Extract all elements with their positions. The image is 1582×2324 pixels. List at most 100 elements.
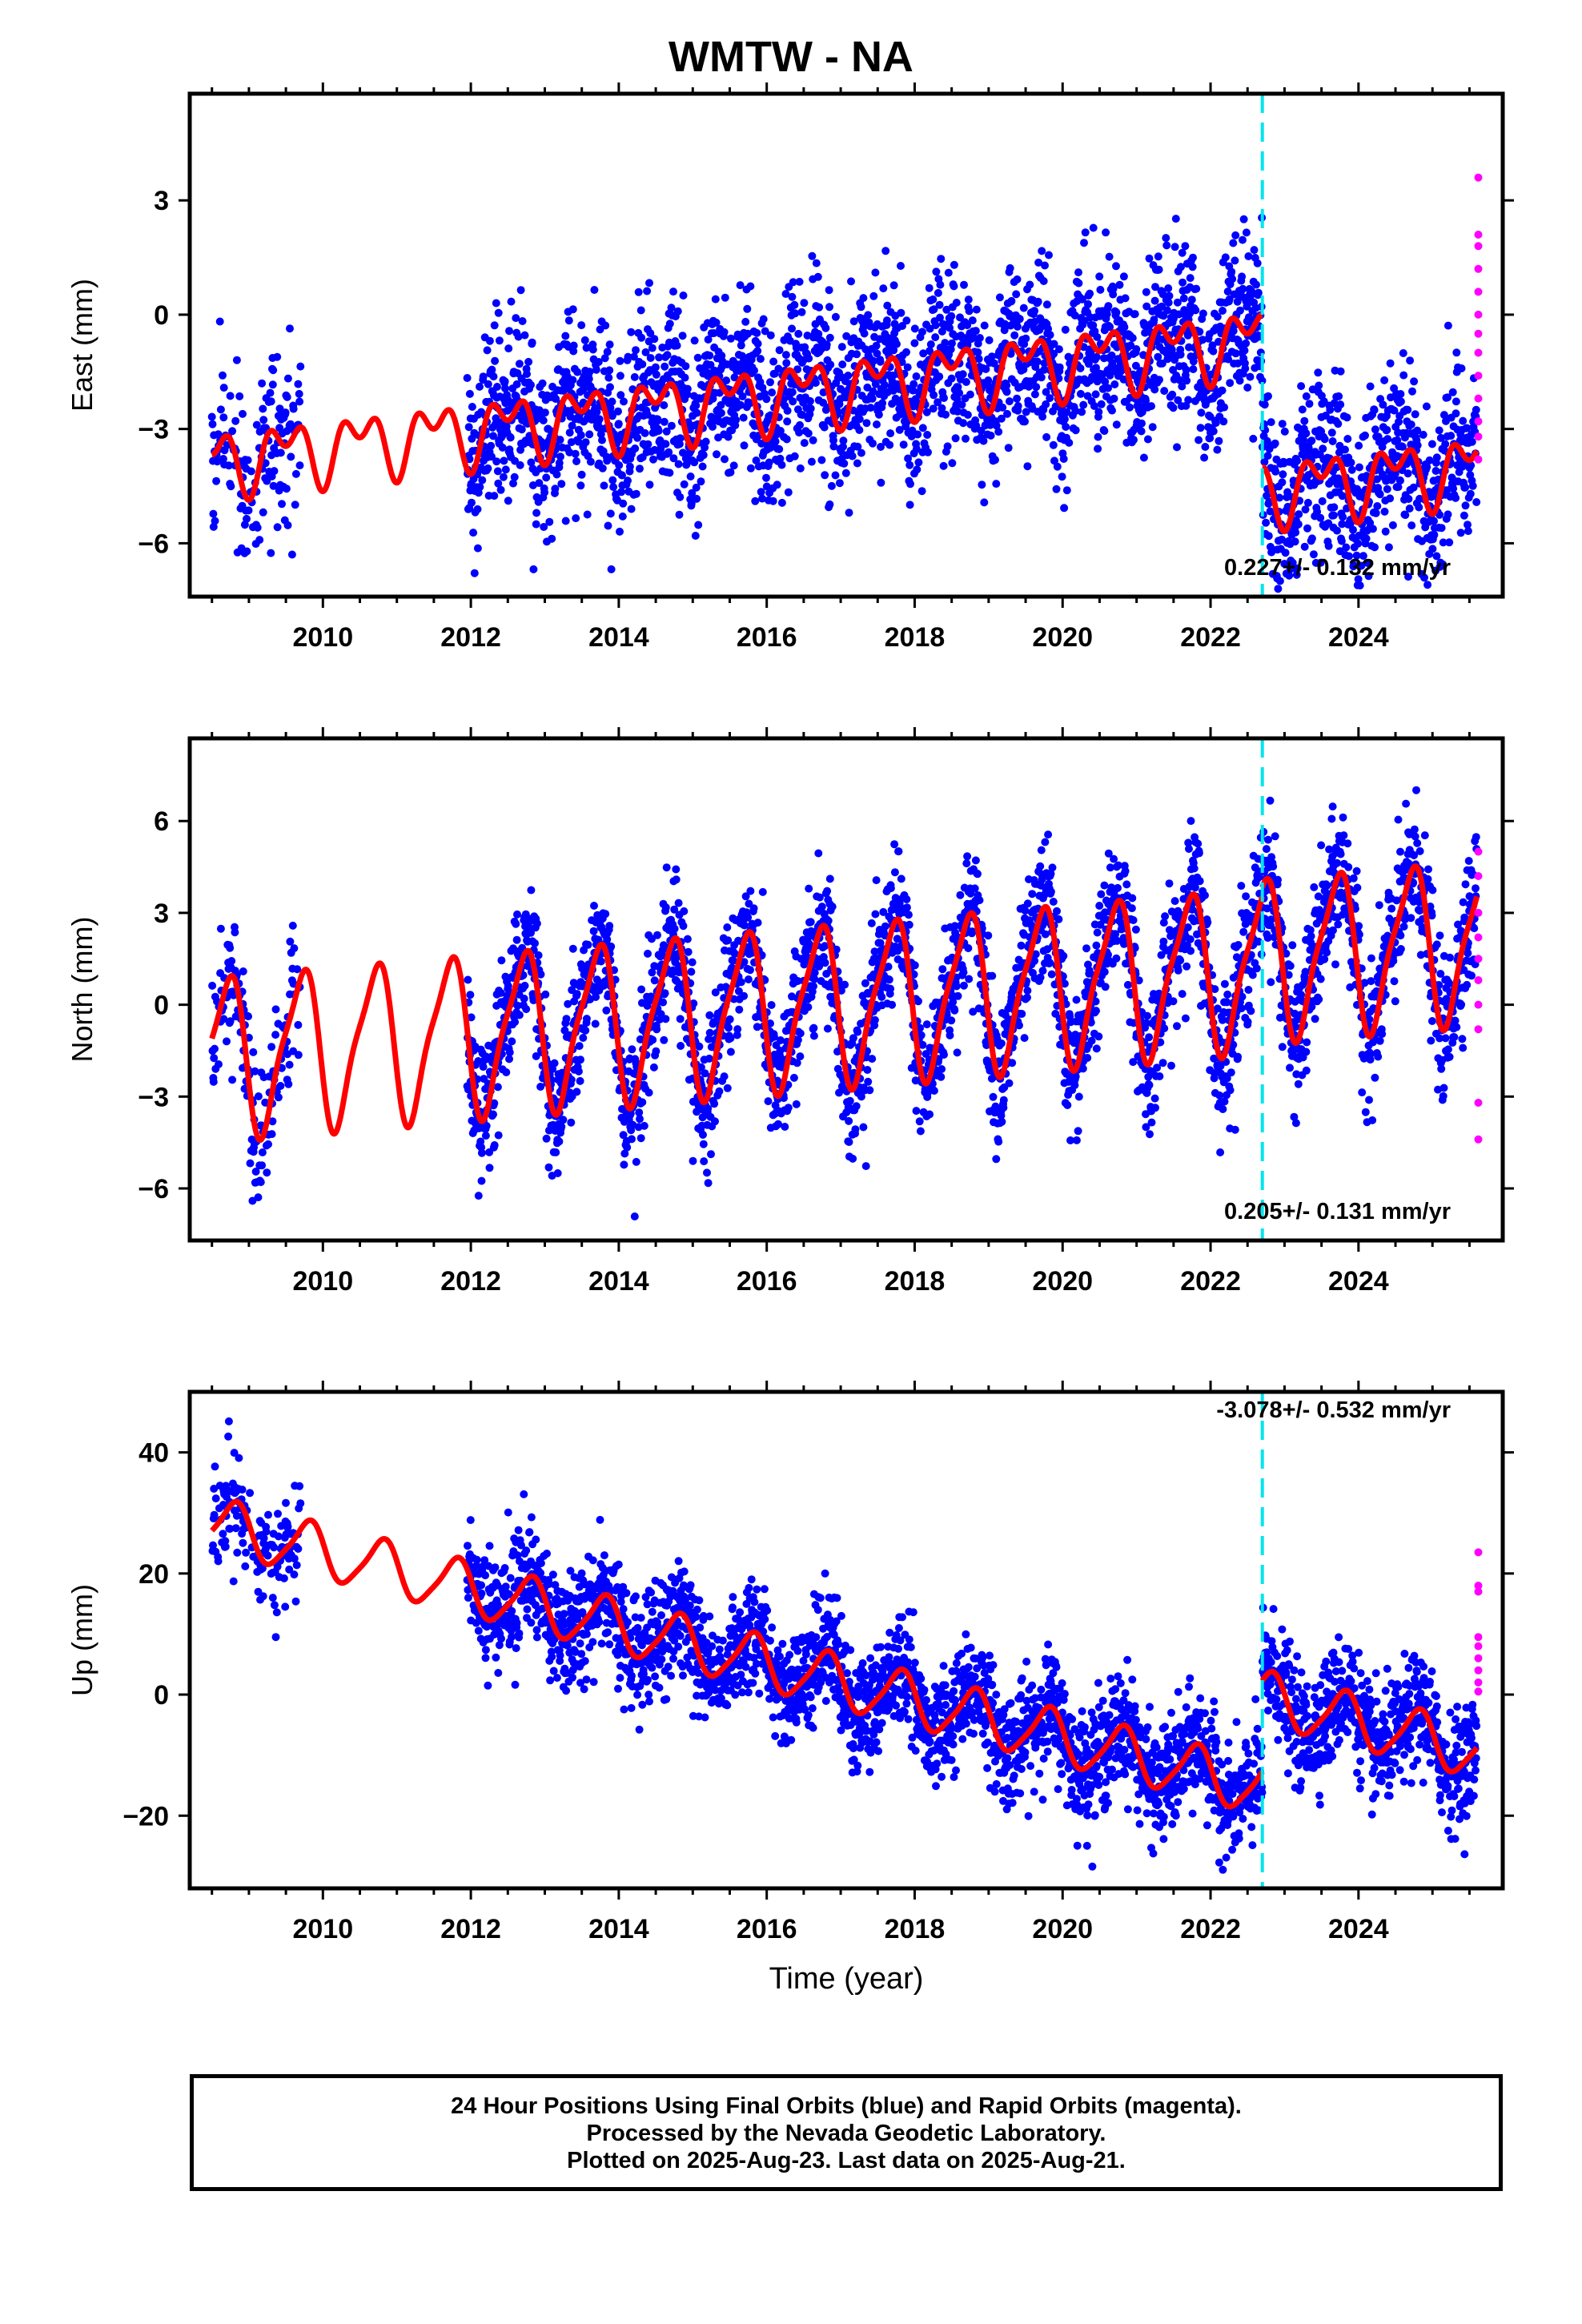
- final-orbit-point: [1366, 519, 1375, 527]
- final-orbit-point: [890, 868, 899, 877]
- final-orbit-point: [1279, 470, 1287, 479]
- final-orbit-point: [1163, 306, 1171, 315]
- final-orbit-point: [620, 1160, 628, 1169]
- final-orbit-point: [709, 329, 718, 337]
- final-orbit-point: [877, 443, 885, 451]
- final-orbit-point: [744, 329, 753, 338]
- final-orbit-point: [1034, 297, 1042, 306]
- final-orbit-point: [568, 305, 577, 314]
- final-orbit-point: [636, 306, 645, 315]
- final-orbit-point: [643, 287, 652, 296]
- final-orbit-point: [925, 283, 934, 292]
- final-orbit-point: [605, 366, 614, 375]
- final-orbit-point: [1291, 537, 1299, 546]
- final-orbit-point: [1318, 497, 1327, 505]
- final-orbit-point: [864, 1077, 873, 1086]
- final-orbit-point: [962, 434, 970, 443]
- final-orbit-point: [883, 301, 892, 310]
- final-orbit-point: [766, 378, 774, 387]
- final-orbit-point: [713, 450, 721, 459]
- final-orbit-point: [1371, 509, 1380, 517]
- final-orbit-point: [680, 907, 689, 915]
- final-orbit-point: [1164, 298, 1173, 307]
- final-orbit-point: [600, 354, 609, 363]
- final-orbit-point: [959, 419, 968, 428]
- final-orbit-point: [1040, 365, 1049, 374]
- final-orbit-point: [239, 967, 247, 975]
- final-orbit-point: [881, 922, 889, 931]
- final-orbit-point: [1171, 215, 1180, 223]
- final-orbit-point: [226, 392, 235, 400]
- final-orbit-point: [636, 464, 644, 473]
- final-orbit-point: [934, 398, 942, 407]
- final-orbit-point: [616, 527, 624, 536]
- final-orbit-point: [271, 1031, 280, 1039]
- final-orbit-point: [1303, 498, 1312, 507]
- final-orbit-point: [855, 415, 864, 424]
- final-orbit-point: [749, 904, 758, 913]
- final-orbit-point: [918, 328, 926, 336]
- final-orbit-point: [737, 400, 745, 409]
- final-orbit-point: [1379, 400, 1387, 409]
- final-orbit-point: [974, 355, 983, 364]
- final-orbit-point: [1110, 394, 1118, 403]
- final-orbit-point: [1197, 408, 1206, 417]
- final-orbit-point: [661, 1015, 670, 1023]
- final-orbit-point: [1065, 438, 1074, 447]
- final-orbit-point: [632, 346, 640, 355]
- final-orbit-point: [273, 352, 282, 361]
- final-orbit-point: [725, 1015, 734, 1023]
- final-orbit-point: [963, 321, 972, 330]
- final-orbit-point: [1211, 419, 1220, 428]
- final-orbit-point: [516, 286, 525, 295]
- final-orbit-point: [520, 981, 529, 990]
- final-orbit-point: [1239, 284, 1247, 293]
- final-orbit-point: [1447, 432, 1456, 440]
- final-orbit-point: [224, 461, 233, 470]
- final-orbit-point: [1352, 551, 1361, 560]
- final-orbit-point: [1435, 426, 1443, 435]
- final-orbit-point: [605, 922, 614, 931]
- final-orbit-point: [575, 1042, 584, 1051]
- final-orbit-point: [604, 521, 612, 530]
- final-orbit-point: [859, 294, 868, 303]
- final-orbit-point: [1169, 314, 1178, 323]
- final-orbit-point: [717, 408, 725, 417]
- final-orbit-point: [296, 362, 305, 371]
- final-orbit-point: [586, 457, 595, 466]
- final-orbit-point: [665, 448, 673, 456]
- final-orbit-point: [583, 510, 592, 519]
- final-orbit-point: [1094, 444, 1102, 453]
- final-orbit-point: [512, 919, 520, 928]
- final-orbit-point: [287, 452, 295, 461]
- final-orbit-point: [831, 312, 840, 321]
- final-orbit-point: [777, 498, 786, 507]
- final-orbit-point: [552, 1148, 560, 1156]
- final-orbit-point: [1100, 427, 1109, 436]
- final-orbit-point: [1150, 316, 1158, 324]
- final-orbit-point: [1260, 457, 1269, 466]
- final-orbit-point: [912, 372, 921, 380]
- final-orbit-point: [1396, 476, 1404, 485]
- final-orbit-point: [1178, 382, 1186, 391]
- final-orbit-point: [1106, 323, 1114, 332]
- final-orbit-point: [1305, 448, 1314, 456]
- final-orbit-point: [695, 1042, 704, 1051]
- final-orbit-point: [1030, 307, 1039, 316]
- final-orbit-point: [814, 330, 823, 338]
- final-orbit-point: [771, 437, 780, 446]
- final-orbit-point: [823, 887, 832, 895]
- final-orbit-point: [474, 1192, 483, 1200]
- y-tick-label: −6: [138, 529, 169, 559]
- final-orbit-point: [865, 1086, 874, 1095]
- final-orbit-point: [228, 427, 237, 436]
- final-orbit-point: [208, 420, 217, 428]
- final-orbit-point: [1301, 505, 1310, 514]
- final-orbit-point: [488, 365, 496, 374]
- final-orbit-point: [620, 397, 628, 406]
- final-orbit-point: [287, 550, 296, 559]
- final-orbit-point: [1231, 349, 1240, 358]
- final-orbit-point: [581, 438, 590, 447]
- final-orbit-point: [930, 305, 938, 314]
